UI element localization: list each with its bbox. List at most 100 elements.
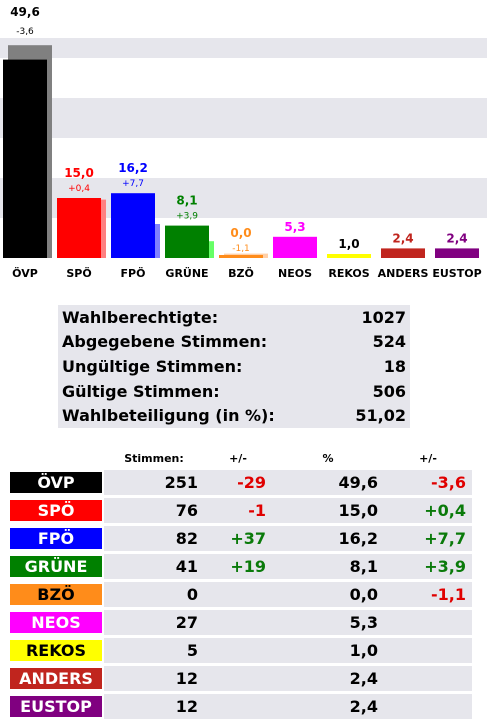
party-cell: REKOS [8,638,104,663]
bar-value-label: 49,6 [10,5,40,19]
percent-change-column-header: +/- [384,449,472,467]
percent-column-header: % [272,449,384,467]
votes-change-column-header: +/- [204,449,272,467]
chart-bars [3,45,479,259]
party-cell: SPÖ [8,498,104,523]
chart-labels: 49,6 -3,6 ÖVP 15,0 +0,4 SPÖ 16,2 +7,7 FPÖ 8,1 +3,9… [10,5,481,280]
percent-change-cell [384,610,472,635]
results-table: Stimmen: +/- % +/- ÖVP 251 -29 49,6 -3,6 SPÖ 7… [8,446,472,722]
votes-change-cell [204,610,272,635]
percent-cell: 5,3 [272,610,384,635]
table-row: ÖVP 251 -29 49,6 -3,6 [8,470,472,495]
percent-cell: 15,0 [272,498,384,523]
category-label: SPÖ [66,266,91,280]
bar [435,248,479,258]
percent-change-cell [384,638,472,663]
bar [3,59,47,258]
category-label: ÖVP [12,266,38,280]
category-label: NEOS [278,267,312,280]
bar [327,254,371,258]
bar-value-label: 0,0 [230,226,251,240]
bar-change-label: -3,6 [16,27,34,37]
category-label: FPÖ [121,266,146,280]
bar [165,225,209,258]
bar-value-label: 5,3 [284,220,305,234]
votes-change-cell: +19 [204,554,272,579]
percent-change-cell: +0,4 [384,498,472,523]
party-cell: GRÜNE [8,554,104,579]
table-row: GRÜNE 41 +19 8,1 +3,9 [8,554,472,579]
summary-value: 18 [336,354,410,379]
summary-value: 1027 [336,305,410,330]
percent-cell: 49,6 [272,470,384,495]
bar [219,255,263,258]
summary-row: Abgegebene Stimmen: 524 [58,329,410,355]
percent-cell: 2,4 [272,666,384,691]
votes-cell: 76 [104,498,204,523]
bar-change-label: +0,4 [68,184,90,194]
votes-change-cell: -1 [204,498,272,523]
votes-cell: 12 [104,694,204,719]
table-row: NEOS 27 5,3 [8,610,472,635]
summary-label: Wahlbeteiligung (in %): [58,403,337,428]
summary-label: Abgegebene Stimmen: [58,329,337,355]
bar-value-label: 8,1 [176,194,197,208]
table-row: REKOS 5 1,0 [8,638,472,663]
bar-change-label: -1,1 [232,244,250,254]
percent-cell: 8,1 [272,554,384,579]
bar [381,248,425,258]
votes-change-cell: -29 [204,470,272,495]
chart-background-bands [0,38,487,218]
bar [57,198,101,258]
votes-cell: 0 [104,582,204,607]
votes-column-header: Stimmen: [104,449,204,467]
votes-cell: 27 [104,610,204,635]
bar [111,193,155,258]
percent-cell: 1,0 [272,638,384,663]
summary-value: 506 [336,378,410,404]
votes-change-cell [204,582,272,607]
summary-label: Ungültige Stimmen: [58,354,337,379]
percent-change-cell: +7,7 [384,526,472,551]
party-cell: NEOS [8,610,104,635]
bar-change-label: +3,9 [176,212,198,222]
summary-row: Ungültige Stimmen: 18 [58,354,410,379]
summary-label: Wahlberechtigte: [58,305,337,330]
votes-cell: 41 [104,554,204,579]
percent-change-cell: -1,1 [384,582,472,607]
results-header-row: Stimmen: +/- % +/- [8,449,472,467]
category-label: EUSTOP [432,267,481,280]
votes-change-cell [204,694,272,719]
category-label: ANDERS [378,267,429,280]
category-label: BZÖ [228,266,254,280]
summary-value: 524 [336,329,410,355]
votes-change-cell [204,666,272,691]
summary-row: Wahlberechtigte: 1027 [58,305,410,330]
category-label: GRÜNE [165,266,208,280]
bar-value-label: 1,0 [338,237,359,251]
party-cell: ANDERS [8,666,104,691]
party-cell: EUSTOP [8,694,104,719]
percent-change-cell: -3,6 [384,470,472,495]
party-cell: FPÖ [8,526,104,551]
table-row: SPÖ 76 -1 15,0 +0,4 [8,498,472,523]
table-row: FPÖ 82 +37 16,2 +7,7 [8,526,472,551]
bar-value-label: 2,4 [446,231,467,245]
category-label: REKOS [328,267,369,280]
votes-cell: 251 [104,470,204,495]
grid-band [0,38,487,58]
summary-label: Gültige Stimmen: [58,378,337,404]
results-bar-chart: 49,6 -3,6 ÖVP 15,0 +0,4 SPÖ 16,2 +7,7 FPÖ 8,1 +3,9… [0,5,487,280]
bar-value-label: 16,2 [118,161,148,175]
summary-row: Wahlbeteiligung (in %): 51,02 [58,403,410,428]
summary-value: 51,02 [336,403,410,428]
table-row: BZÖ 0 0,0 -1,1 [8,582,472,607]
votes-cell: 12 [104,666,204,691]
percent-cell: 2,4 [272,694,384,719]
summary-row: Gültige Stimmen: 506 [58,378,410,404]
percent-change-cell: +3,9 [384,554,472,579]
party-cell: BZÖ [8,582,104,607]
votes-cell: 5 [104,638,204,663]
party-column-header [8,449,104,467]
percent-cell: 0,0 [272,582,384,607]
